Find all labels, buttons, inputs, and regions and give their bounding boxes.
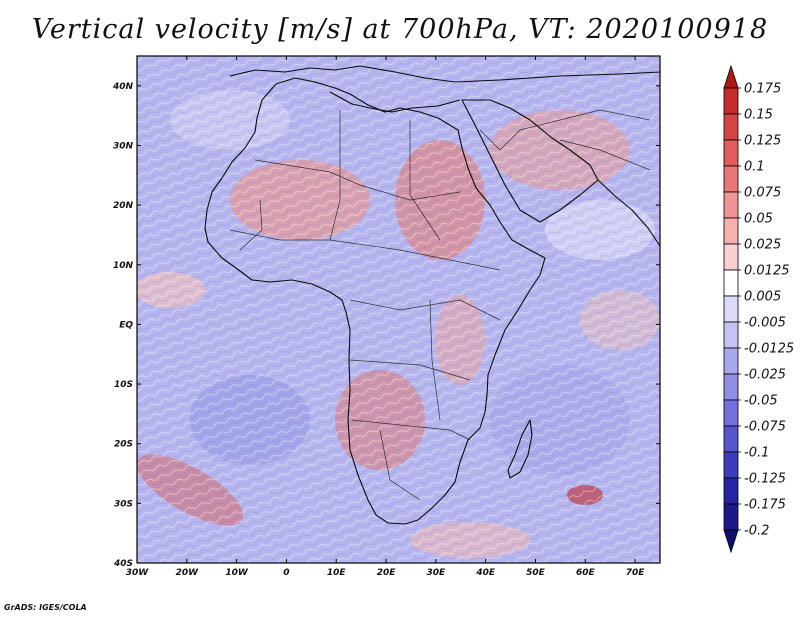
y-tick-label: 20S [114,440,133,450]
colorbar-box [723,451,739,479]
colorbar: 0.175 0.15 0.125 0.1 0.075 0.05 0.025 0.0125 0.0… [723,64,794,554]
colorbar-box [723,425,739,453]
border-line [329,110,341,241]
colorbar-label: 0.125 [744,134,781,149]
border-line [351,419,471,441]
x-tick-label: 10W [225,568,249,578]
colorbar-label: 0.005 [744,290,781,305]
map-title: Vertical velocity [m/s] at 700hPa, VT: 2… [31,14,769,45]
mediterranean-shore [329,91,461,113]
colorbar-box [723,477,739,505]
colorbar-box [723,373,739,401]
colorbar-label: 0.05 [744,212,773,227]
colorbar-label: 0.175 [744,82,781,97]
border-line [379,429,421,501]
colorbar-label: -0.0125 [744,342,794,357]
colorbar-box [723,139,739,167]
y-tick-label: 30N [113,141,134,151]
border-line [254,159,461,201]
colorbar-label: -0.025 [744,368,786,383]
colorbar-box [723,217,739,245]
y-tick-label: 10N [113,261,134,271]
x-tick-label: 30W [126,568,150,578]
y-tick-label: 20N [113,201,134,211]
colorbar-label: 0.0125 [744,264,790,279]
arabia-coastline [461,99,599,223]
asia-coast [597,179,660,247]
colorbar-label: -0.005 [744,316,786,331]
colorbar-top-extension [723,64,739,89]
velocity-field [137,56,660,563]
y-tick-label: 40N [112,82,134,92]
colorbar-label: 0.025 [744,238,781,253]
colorbar-box [723,321,739,349]
africa-coastline [204,77,546,525]
colorbar-label: -0.1 [744,446,769,461]
colorbar-box [723,295,739,323]
colorbar-label: -0.2 [744,524,769,539]
border-line [479,109,651,151]
y-tick-label: 40S [113,559,133,569]
colorbar-label: -0.175 [744,498,786,513]
colorbar-label: 0.15 [744,108,773,123]
colorbar-label: -0.125 [744,472,786,487]
y-axis: 40N 30N 20N 10N EQ 10S 20S 30S 40S [112,82,660,569]
x-tick-label: 30E [427,568,447,578]
colorbar-label: 0.075 [744,186,781,201]
x-tick-label: 10E [327,568,347,578]
colorbar-box [723,347,739,375]
software-credit: GrADS: IGES/COLA [4,603,87,612]
x-tick-label: 0 [283,568,289,578]
y-tick-label: EQ [119,320,133,330]
x-tick-label: 40E [475,568,496,578]
madagascar-coastline [507,419,533,479]
border-line [429,299,441,421]
coastlines [204,65,660,525]
europe-coastline [229,65,660,83]
border-line [349,359,471,381]
colorbar-box [723,87,739,115]
colorbar-box [723,191,739,219]
border-line [559,139,651,171]
x-tick-label: 50E [526,568,546,578]
plot-frame [136,55,661,564]
colorbar-box [723,165,739,193]
colorbar-box [723,269,739,297]
colorbar-label: -0.075 [744,420,786,435]
colorbar-box [723,243,739,271]
border-line [239,199,263,251]
country-borders [229,109,651,501]
x-tick-label: 70E [626,568,646,578]
colorbar-label: 0.1 [744,160,765,175]
colorbar-box [723,399,739,427]
y-tick-label: 10S [114,380,133,390]
border-line [409,120,441,241]
x-axis: 30W 20W 10W 0 10E 20E 30E 40E 50E 60E 70E [126,56,646,578]
x-tick-label: 20W [176,568,200,578]
x-tick-label: 60E [576,568,596,578]
border-line [229,229,501,271]
x-tick-label: 20E [377,568,397,578]
colorbar-box [723,503,739,531]
colorbar-label: -0.05 [744,394,778,409]
colorbar-bottom-extension [723,529,739,554]
colorbar-box [723,113,739,141]
y-tick-label: 30S [114,499,133,509]
